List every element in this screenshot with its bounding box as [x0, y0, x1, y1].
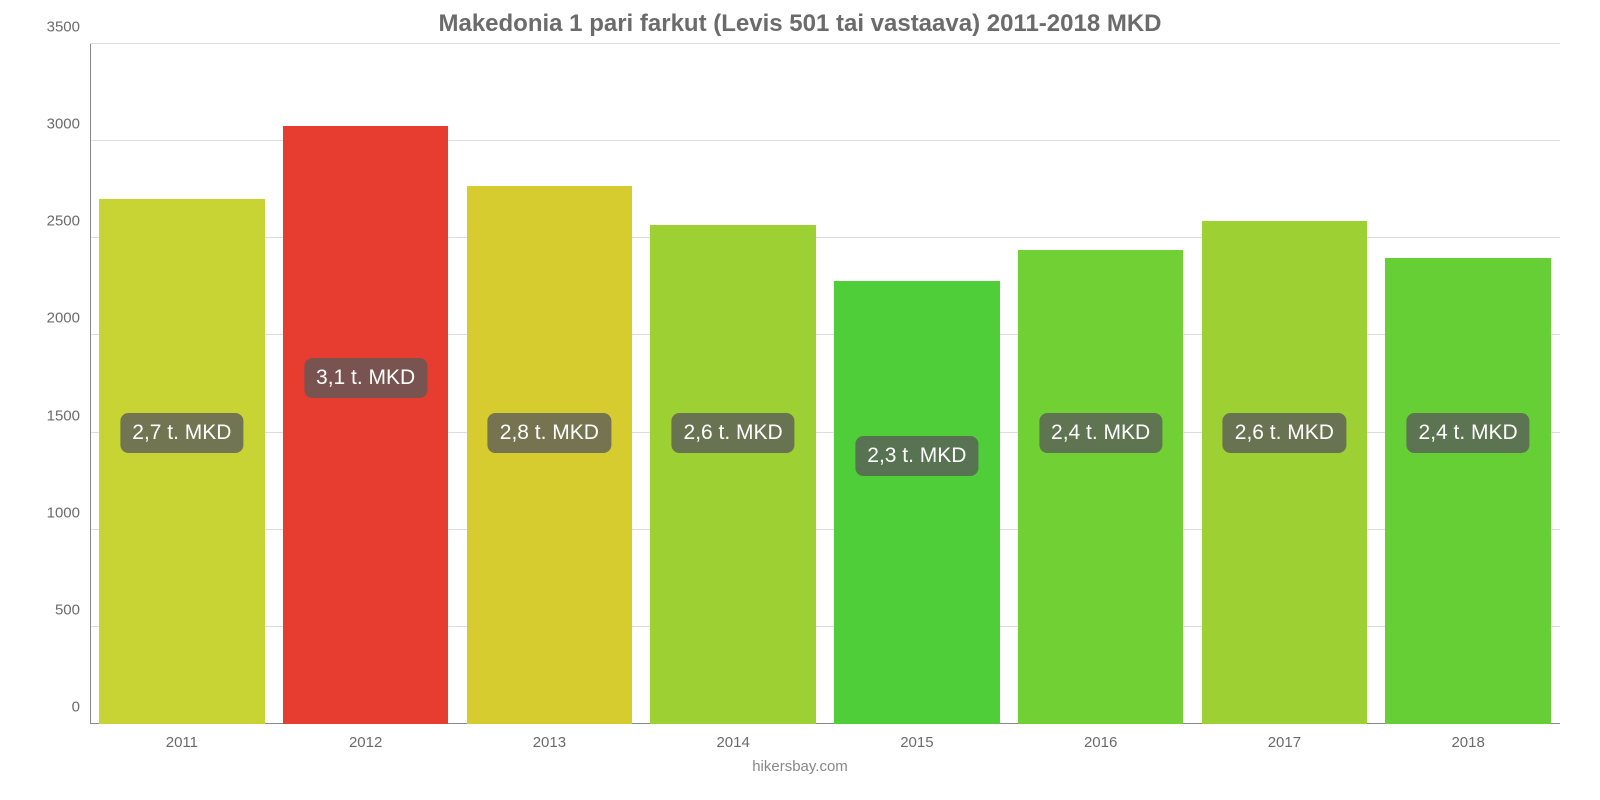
bar	[834, 281, 999, 724]
bar-slot: 2,8 t. MKD2013	[458, 44, 642, 724]
bar-slot: 2,6 t. MKD2017	[1193, 44, 1377, 724]
bar-slot: 2,4 t. MKD2018	[1376, 44, 1560, 724]
bar	[1018, 250, 1183, 724]
bar-slot: 2,3 t. MKD2015	[825, 44, 1009, 724]
chart-container: Makedonia 1 pari farkut (Levis 501 tai v…	[0, 0, 1600, 800]
chart-footer: hikersbay.com	[30, 758, 1570, 775]
xtick-label: 2015	[900, 734, 933, 751]
bar	[283, 126, 448, 724]
xtick-label: 2018	[1451, 734, 1484, 751]
bar-value-badge: 3,1 t. MKD	[304, 358, 427, 398]
bar	[99, 199, 264, 724]
xtick-label: 2013	[533, 734, 566, 751]
ytick-label: 1500	[47, 407, 80, 424]
plot-area: 05001000150020002500300035002,7 t. MKD20…	[90, 44, 1560, 724]
bar-value-badge: 2,4 t. MKD	[1039, 413, 1162, 453]
xtick-label: 2012	[349, 734, 382, 751]
ytick-label: 2500	[47, 213, 80, 230]
xtick-label: 2016	[1084, 734, 1117, 751]
chart-title: Makedonia 1 pari farkut (Levis 501 tai v…	[30, 10, 1570, 38]
xtick-label: 2017	[1268, 734, 1301, 751]
bar	[1202, 221, 1367, 724]
ytick-label: 3500	[47, 19, 80, 36]
bar-slot: 2,4 t. MKD2016	[1009, 44, 1193, 724]
ytick-label: 2000	[47, 310, 80, 327]
bar-value-badge: 2,6 t. MKD	[672, 413, 795, 453]
bar-value-badge: 2,3 t. MKD	[855, 436, 978, 476]
bar	[1385, 258, 1550, 724]
xtick-label: 2014	[716, 734, 749, 751]
ytick-label: 0	[72, 699, 80, 716]
bar-value-badge: 2,4 t. MKD	[1407, 413, 1530, 453]
bar-value-badge: 2,8 t. MKD	[488, 413, 611, 453]
xtick-label: 2011	[166, 734, 198, 751]
bar-value-badge: 2,7 t. MKD	[120, 413, 243, 453]
ytick-label: 3000	[47, 116, 80, 133]
bar-slot: 3,1 t. MKD2012	[274, 44, 458, 724]
ytick-label: 1000	[47, 504, 80, 521]
bar	[650, 225, 815, 724]
bar-slot: 2,6 t. MKD2014	[641, 44, 825, 724]
bars-container: 2,7 t. MKD20113,1 t. MKD20122,8 t. MKD20…	[90, 44, 1560, 724]
ytick-label: 500	[55, 601, 80, 618]
bar	[467, 186, 632, 724]
bar-value-badge: 2,6 t. MKD	[1223, 413, 1346, 453]
bar-slot: 2,7 t. MKD2011	[90, 44, 274, 724]
